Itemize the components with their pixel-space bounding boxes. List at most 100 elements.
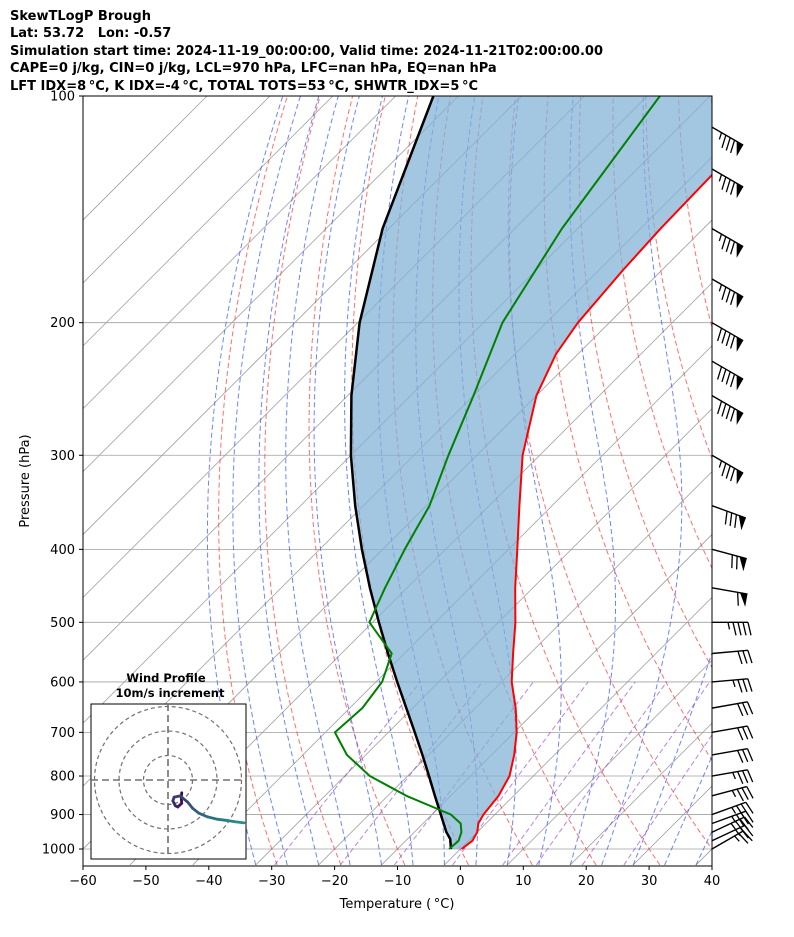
wind-barb-feather xyxy=(725,179,731,193)
wind-barb xyxy=(711,678,753,693)
wind-barb-feather xyxy=(729,374,736,388)
mixing-ratio-line xyxy=(274,681,421,866)
wind-barb-feather xyxy=(741,770,749,784)
dry-adiabat xyxy=(578,96,712,669)
wind-barb-shaft xyxy=(711,322,744,342)
wind-barb-feather xyxy=(725,289,731,303)
hodograph-segment xyxy=(197,811,209,819)
y-tick-label: 300 xyxy=(50,449,75,464)
wind-barb-feather xyxy=(721,236,727,250)
wind-barb-shaft xyxy=(711,678,748,683)
indices-line-1: CAPE=0 j/kg, CIN=0 j/kg, LCL=970 hPa, LF… xyxy=(10,61,497,77)
wind-barb xyxy=(711,701,754,717)
wind-barb-feather xyxy=(746,769,754,783)
wind-barb xyxy=(711,395,744,425)
dry-adiabat xyxy=(744,96,794,865)
wind-barb-feather xyxy=(747,678,753,692)
wind-barb-feather xyxy=(729,291,736,305)
wind-barb-shaft xyxy=(711,126,744,146)
wind-barb-feather xyxy=(740,803,749,816)
wind-barb-feather xyxy=(717,327,723,342)
wind-barb-feather xyxy=(735,805,745,818)
y-tick-label: 1000 xyxy=(42,843,75,858)
wind-barb-feather xyxy=(729,512,733,527)
wind-barb xyxy=(711,816,754,833)
wind-barb-flag xyxy=(739,556,747,572)
wind-barb-feather xyxy=(746,748,754,762)
wind-barb-feather xyxy=(721,176,727,190)
wind-barb-feather xyxy=(729,408,736,422)
wind-barb-feather xyxy=(725,332,731,347)
wind-barb-feather xyxy=(737,622,742,636)
y-tick-label: 400 xyxy=(50,543,75,558)
axes: −60 −50 −40 −30 −20 −10 0 10 20 30 40 1000 900 800 700… xyxy=(42,90,720,890)
wind-barb-half-feather xyxy=(732,772,736,780)
wind-barb-feather xyxy=(732,622,737,636)
isotherm-line xyxy=(444,596,712,866)
wind-barb-half-feather xyxy=(727,622,731,630)
wind-barb-feather xyxy=(737,651,743,665)
x-tick-label: 20 xyxy=(578,874,595,889)
wind-barb-half-feather xyxy=(732,679,736,688)
wind-barb xyxy=(711,548,747,572)
moist-adiabat xyxy=(569,96,616,866)
wind-barb-feather xyxy=(746,725,754,739)
wind-barb xyxy=(711,830,753,850)
cin-area xyxy=(350,96,712,849)
wind-profile-inset xyxy=(90,703,247,860)
wind-barb-shaft xyxy=(711,824,745,842)
wind-barb-feather xyxy=(721,330,727,344)
wind-barb-feather xyxy=(721,369,727,383)
wind-barb xyxy=(711,454,744,485)
wind-barb-feather xyxy=(736,788,744,802)
x-tick-label: −40 xyxy=(195,874,222,889)
wind-barb-half-feather xyxy=(718,132,723,140)
wind-barb xyxy=(711,278,744,309)
isotherm-line xyxy=(83,96,334,347)
wind-barb-half-feather xyxy=(735,829,741,836)
wind-barb-feather xyxy=(737,679,743,693)
dry-adiabat xyxy=(218,96,288,866)
hodograph-segment xyxy=(215,817,229,822)
wind-barb-half-feather xyxy=(718,284,723,292)
wind-barb xyxy=(711,126,744,157)
dry-adiabat xyxy=(264,96,342,866)
wind-barb-feather xyxy=(725,405,731,420)
isotherm-line xyxy=(759,96,794,865)
wind-barb-feather xyxy=(725,371,731,385)
wind-barb-feather xyxy=(721,134,727,149)
wind-barb-shaft xyxy=(711,769,748,777)
wind-barb-feather xyxy=(725,238,731,253)
dewpoint-line xyxy=(333,96,661,850)
wind-barb-shaft xyxy=(711,395,744,415)
wind-barb-flag xyxy=(736,293,744,309)
mixing-ratio-line xyxy=(340,681,483,866)
wind-barb xyxy=(711,769,754,785)
wind-barb-shaft xyxy=(711,649,748,655)
wind-barb-flag xyxy=(736,375,744,391)
wind-barb-feather xyxy=(717,400,723,415)
wind-barb-feather xyxy=(738,833,749,844)
x-tick-label: −50 xyxy=(132,874,159,889)
wind-barb-feather xyxy=(744,816,754,828)
wind-barb-feather xyxy=(729,468,736,482)
x-tick-label: 30 xyxy=(641,874,658,889)
wind-barb-shaft xyxy=(711,801,747,816)
isotherm-line xyxy=(83,96,396,410)
x-tick-label: 10 xyxy=(515,874,532,889)
location-line: Lat: 53.72 Lon: -0.57 xyxy=(10,26,172,42)
wind-barb-half-feather xyxy=(731,815,737,823)
chart-header: SkewTLogP Brough Lat: 53.72 Lon: -0.57 S… xyxy=(10,8,603,95)
x-axis-label: Temperature ( °C) xyxy=(339,897,455,912)
wind-barb xyxy=(711,505,747,531)
wind-barb-shaft xyxy=(711,168,744,188)
wind-barb-shaft xyxy=(711,747,748,756)
wind-barb-shaft xyxy=(711,548,747,560)
wind-barb-half-feather xyxy=(731,790,737,798)
wind-barb-flag xyxy=(736,469,744,485)
wind-barb-shaft xyxy=(711,227,744,248)
wind-barb-half-feather xyxy=(718,233,723,242)
x-tick-label: −10 xyxy=(384,874,411,889)
parcel-profile-line xyxy=(349,96,453,850)
